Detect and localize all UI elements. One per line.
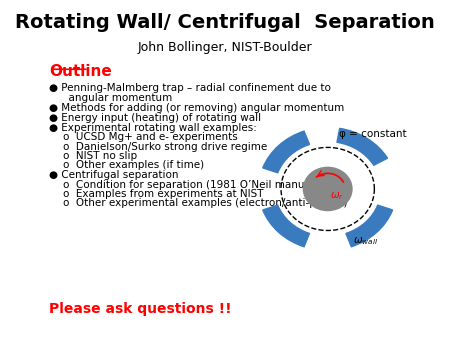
Text: Please ask questions !!: Please ask questions !! — [50, 302, 232, 316]
Wedge shape — [263, 205, 310, 247]
Circle shape — [303, 167, 352, 211]
Text: o  Other experimental examples (electron/anti-proton): o Other experimental examples (electron/… — [63, 198, 347, 208]
Text: Rotating Wall/ Centrifugal  Separation: Rotating Wall/ Centrifugal Separation — [15, 13, 435, 32]
Text: angular momentum: angular momentum — [50, 93, 173, 103]
Text: ● Penning-Malmberg trap – radial confinement due to: ● Penning-Malmberg trap – radial confine… — [50, 82, 331, 93]
Text: o  NIST no slip: o NIST no slip — [63, 151, 137, 161]
Wedge shape — [346, 205, 392, 247]
Text: o  Other examples (if time): o Other examples (if time) — [63, 160, 204, 170]
Text: ● Centrifugal separation: ● Centrifugal separation — [50, 170, 179, 180]
Wedge shape — [263, 131, 310, 173]
Text: o  Examples from experiments at NIST: o Examples from experiments at NIST — [63, 189, 263, 199]
Text: John Bollinger, NIST-Boulder: John Bollinger, NIST-Boulder — [138, 41, 312, 54]
Text: Outline: Outline — [50, 64, 112, 79]
Text: φ = constant: φ = constant — [339, 129, 406, 139]
Text: $\omega_r$: $\omega_r$ — [329, 190, 344, 202]
Text: o  Condition for separation (1981 O’Neil manuscript): o Condition for separation (1981 O’Neil … — [63, 179, 338, 190]
Text: o  Danielson/Surko strong drive regime: o Danielson/Surko strong drive regime — [63, 142, 267, 152]
Text: $\omega_{wall}$: $\omega_{wall}$ — [353, 236, 378, 247]
Text: ● Energy input (heating) of rotating wall: ● Energy input (heating) of rotating wal… — [50, 113, 261, 123]
Wedge shape — [337, 128, 387, 165]
Text: ● Methods for adding (or removing) angular momentum: ● Methods for adding (or removing) angul… — [50, 103, 345, 113]
Text: o  UCSD Mg+ and e- experiments: o UCSD Mg+ and e- experiments — [63, 132, 237, 142]
Text: ● Experimental rotating wall examples:: ● Experimental rotating wall examples: — [50, 123, 257, 133]
